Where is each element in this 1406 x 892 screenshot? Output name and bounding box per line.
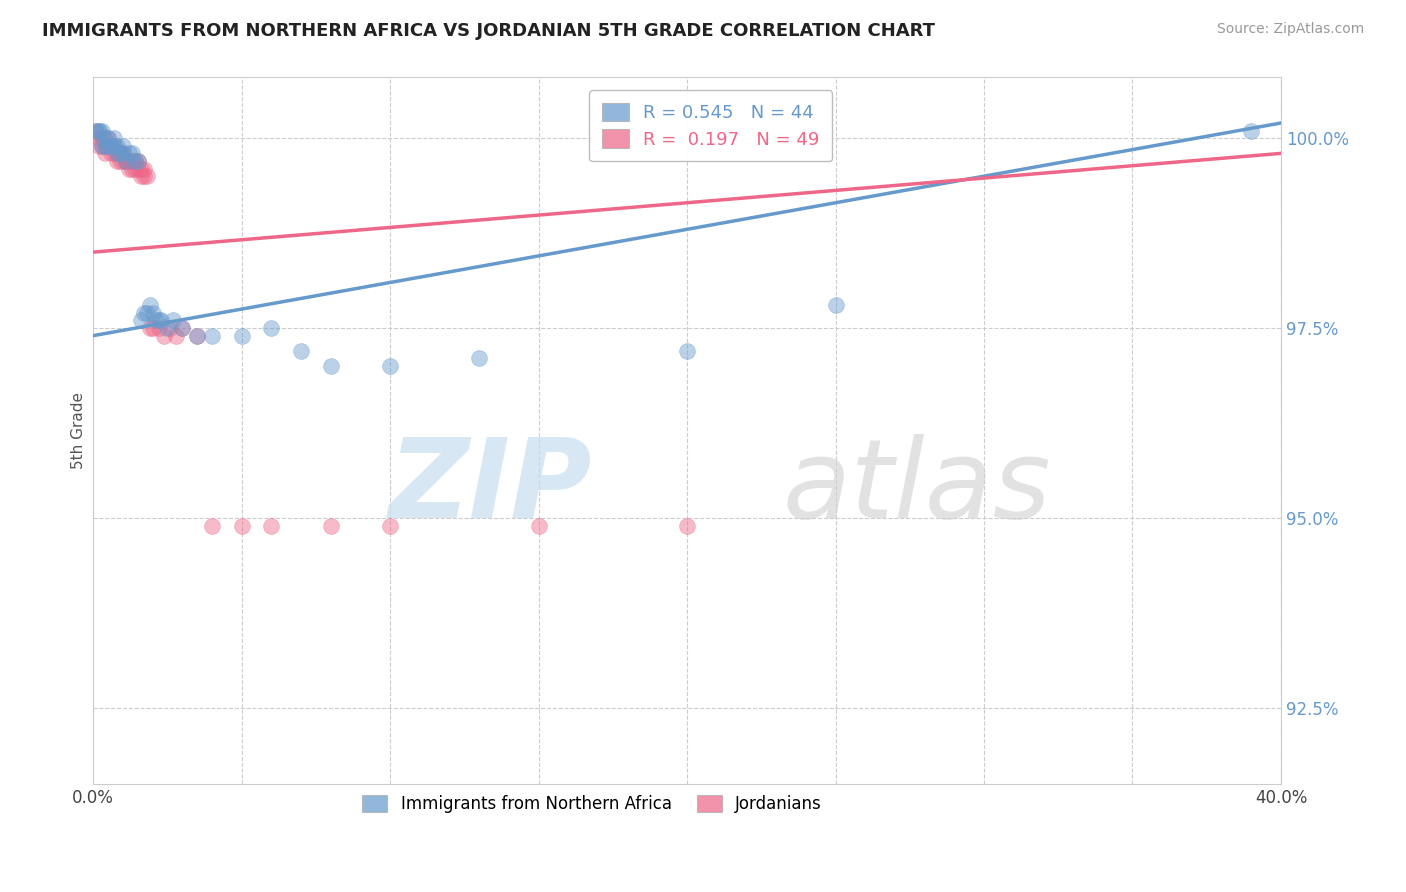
Point xyxy=(118,146,141,161)
Point xyxy=(115,153,138,168)
Point xyxy=(132,169,155,183)
Point xyxy=(84,123,107,137)
Point xyxy=(319,359,342,373)
Point xyxy=(142,321,165,335)
Point xyxy=(676,343,699,358)
Point xyxy=(231,518,253,533)
Point xyxy=(89,123,111,137)
Point xyxy=(97,138,120,153)
Point xyxy=(260,321,283,335)
Point xyxy=(84,123,107,137)
Point xyxy=(100,138,122,153)
Point xyxy=(103,138,125,153)
Point xyxy=(97,131,120,145)
Point xyxy=(91,138,114,153)
Point xyxy=(165,328,187,343)
Point xyxy=(127,153,149,168)
Point xyxy=(676,518,699,533)
Point xyxy=(89,123,111,137)
Point xyxy=(138,298,160,312)
Point xyxy=(150,313,173,327)
Point xyxy=(94,131,117,145)
Point xyxy=(91,138,114,153)
Point xyxy=(148,321,170,335)
Point xyxy=(127,161,149,176)
Point xyxy=(172,321,194,335)
Point xyxy=(94,146,117,161)
Point xyxy=(127,153,149,168)
Point xyxy=(319,518,342,533)
Point xyxy=(201,518,224,533)
Point xyxy=(108,153,131,168)
Point xyxy=(824,298,846,312)
Point xyxy=(105,138,128,153)
Point xyxy=(162,313,184,327)
Point xyxy=(132,306,155,320)
Point xyxy=(111,146,134,161)
Point xyxy=(231,328,253,343)
Point xyxy=(91,123,114,137)
Point xyxy=(186,328,208,343)
Point xyxy=(94,138,117,153)
Point xyxy=(108,146,131,161)
Point xyxy=(468,351,491,366)
Point xyxy=(135,169,157,183)
Text: Source: ZipAtlas.com: Source: ZipAtlas.com xyxy=(1216,22,1364,37)
Text: atlas: atlas xyxy=(782,434,1050,541)
Point xyxy=(97,138,120,153)
Point xyxy=(103,146,125,161)
Point xyxy=(527,518,550,533)
Point xyxy=(132,161,155,176)
Point xyxy=(121,153,143,168)
Point xyxy=(105,146,128,161)
Point xyxy=(118,153,141,168)
Point xyxy=(121,146,143,161)
Text: ZIP: ZIP xyxy=(388,434,592,541)
Point xyxy=(94,138,117,153)
Point xyxy=(108,146,131,161)
Text: IMMIGRANTS FROM NORTHERN AFRICA VS JORDANIAN 5TH GRADE CORRELATION CHART: IMMIGRANTS FROM NORTHERN AFRICA VS JORDA… xyxy=(42,22,935,40)
Point xyxy=(135,306,157,320)
Point xyxy=(105,146,128,161)
Point xyxy=(111,138,134,153)
Point xyxy=(129,169,152,183)
Point xyxy=(111,146,134,161)
Legend: Immigrants from Northern Africa, Jordanians: Immigrants from Northern Africa, Jordani… xyxy=(350,783,834,825)
Point xyxy=(124,161,146,176)
Point xyxy=(91,131,114,145)
Point xyxy=(378,359,401,373)
Point xyxy=(201,328,224,343)
Point xyxy=(111,153,134,168)
Point xyxy=(100,138,122,153)
Y-axis label: 5th Grade: 5th Grade xyxy=(72,392,86,469)
Point xyxy=(153,328,176,343)
Point xyxy=(378,518,401,533)
Point xyxy=(1240,123,1263,137)
Point xyxy=(89,131,111,145)
Point xyxy=(115,153,138,168)
Point xyxy=(148,313,170,327)
Point xyxy=(172,321,194,335)
Point xyxy=(103,131,125,145)
Point xyxy=(145,313,167,327)
Point xyxy=(142,306,165,320)
Point xyxy=(260,518,283,533)
Point xyxy=(118,161,141,176)
Point xyxy=(186,328,208,343)
Point xyxy=(129,313,152,327)
Point xyxy=(100,146,122,161)
Point xyxy=(138,321,160,335)
Point xyxy=(124,153,146,168)
Point xyxy=(290,343,312,358)
Point xyxy=(121,161,143,176)
Point xyxy=(129,161,152,176)
Point xyxy=(156,321,179,335)
Point xyxy=(97,131,120,145)
Point xyxy=(124,153,146,168)
Point xyxy=(105,153,128,168)
Point xyxy=(159,321,181,335)
Point xyxy=(103,138,125,153)
Point xyxy=(115,153,138,168)
Point xyxy=(89,138,111,153)
